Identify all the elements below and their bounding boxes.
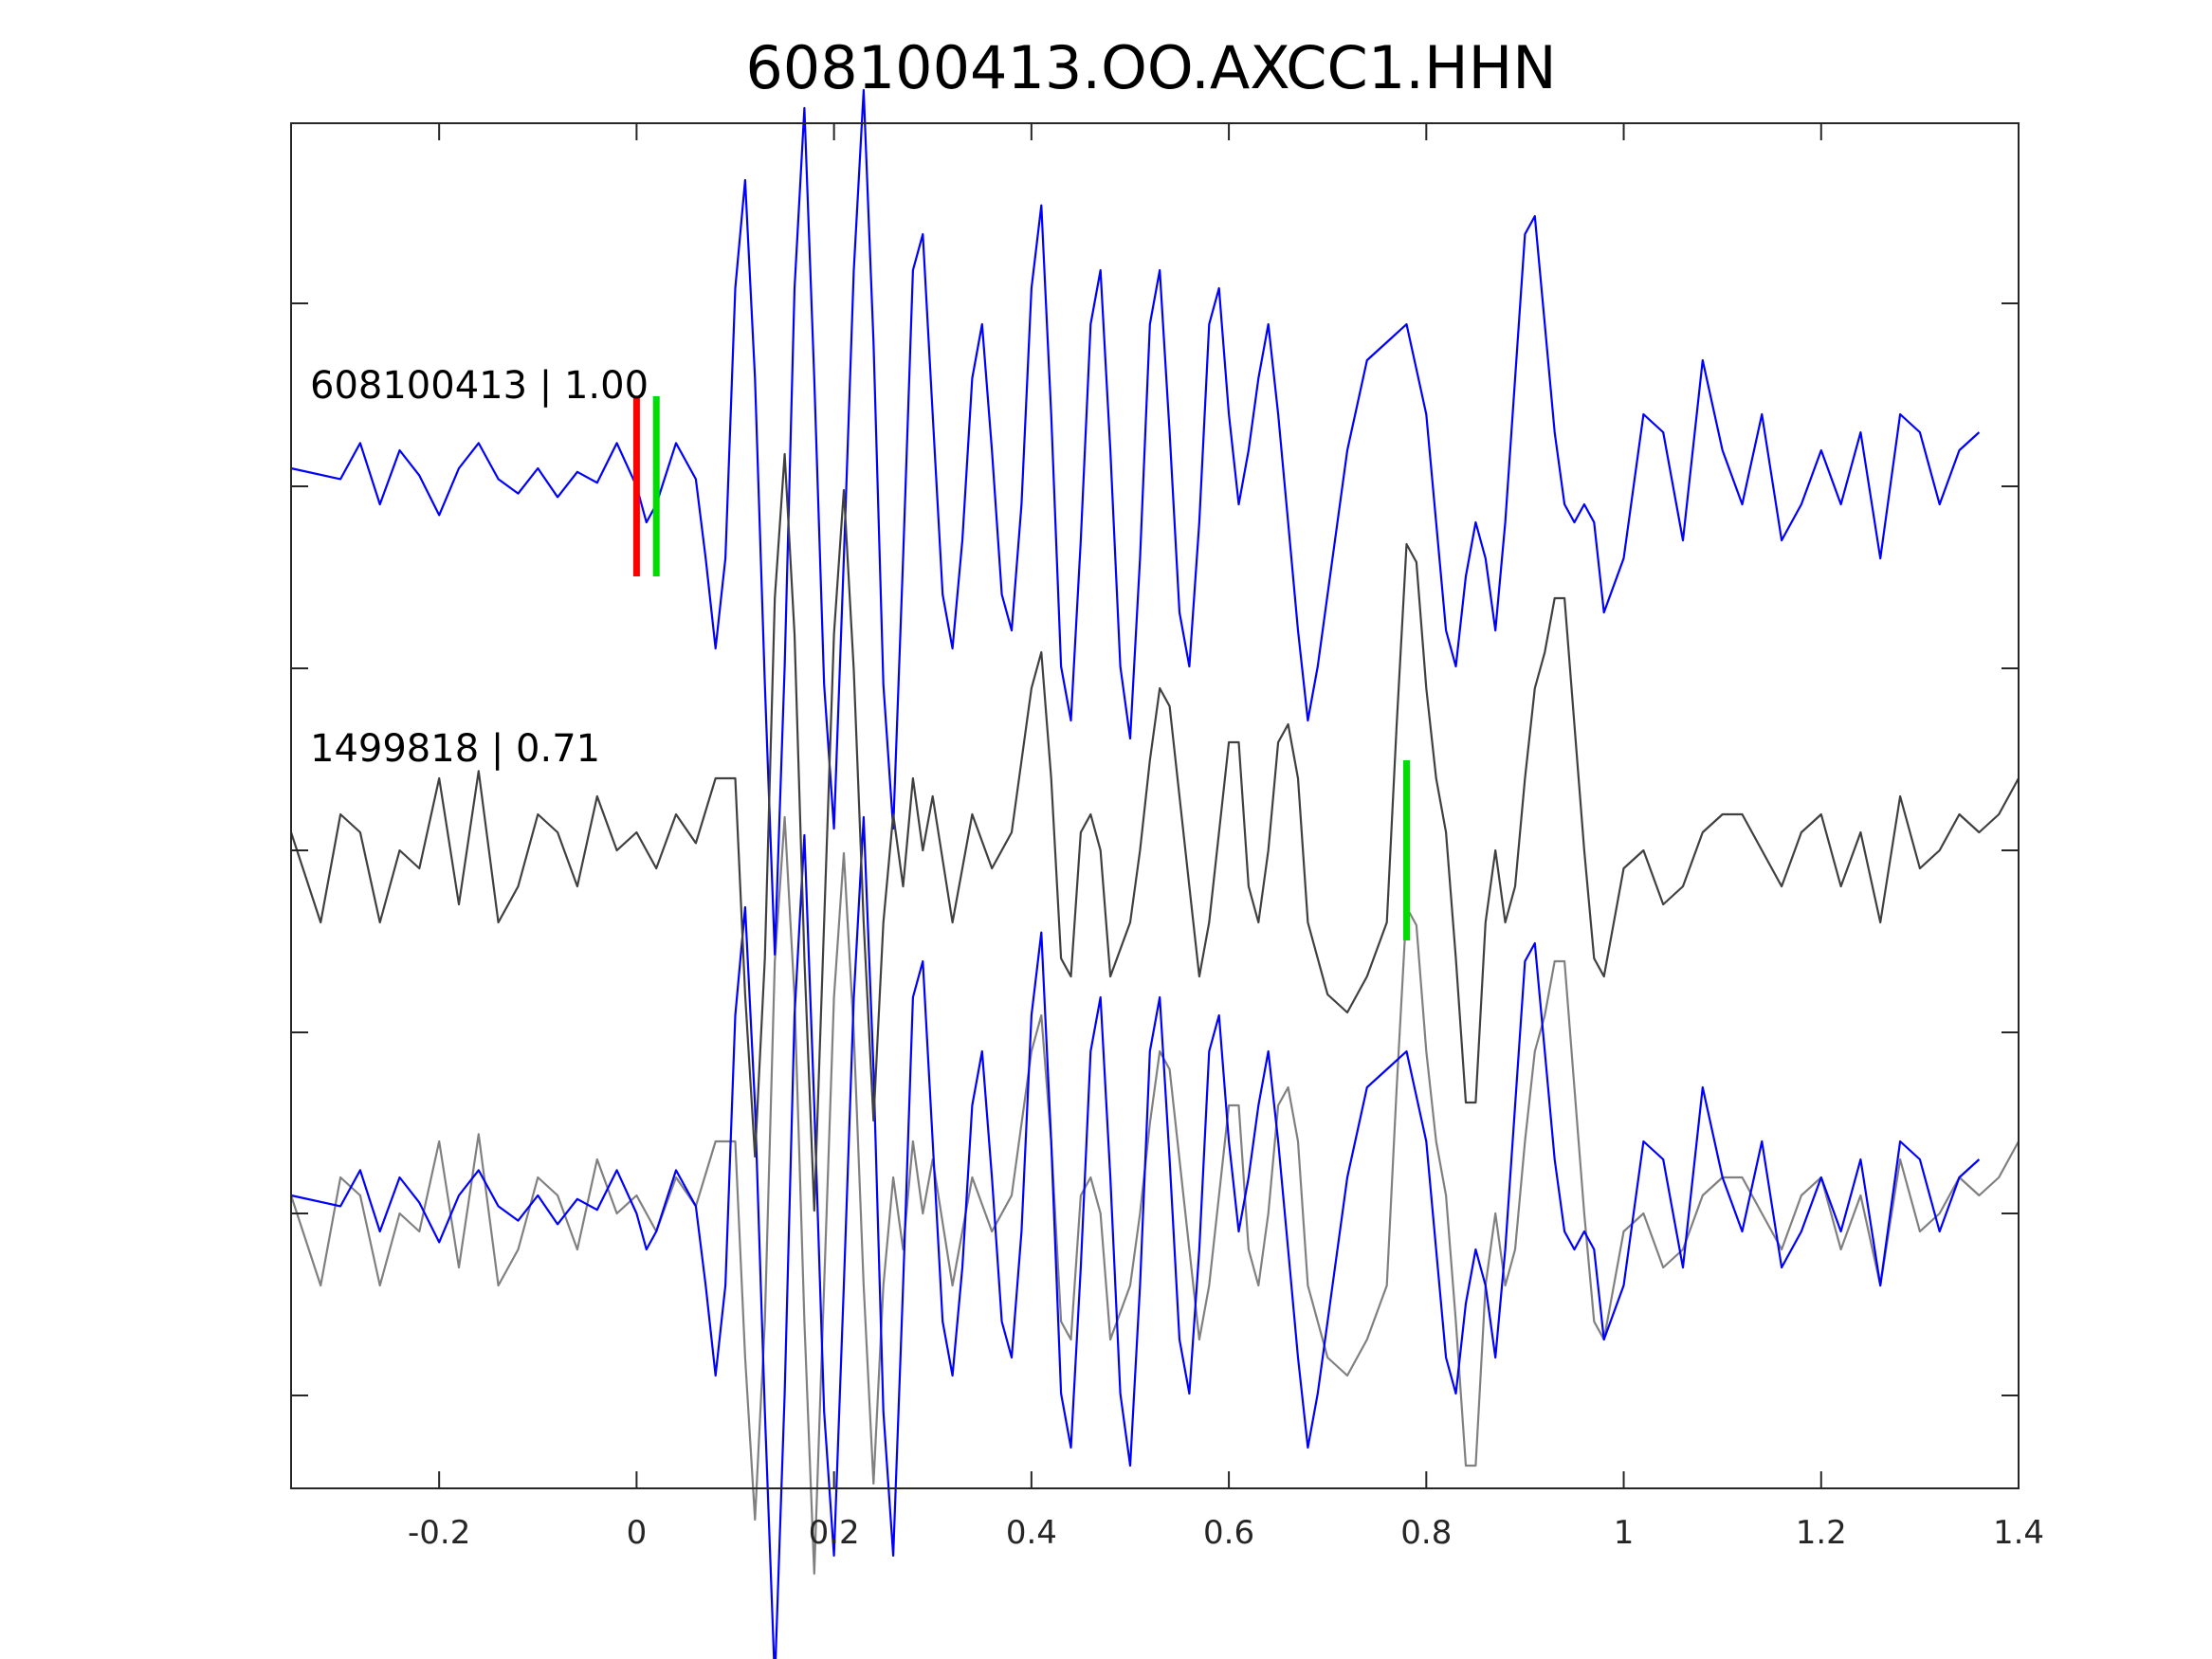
x-tick-label: 0.6 bbox=[1203, 1514, 1254, 1552]
plot-area: 608100413 | 1.00 1499818 | 0.71 bbox=[289, 88, 2020, 1659]
axes: -0.2 0 0.2 0.4 0.6 0.8 1 1.2 1.4 bbox=[290, 122, 2044, 1552]
trace-label-2: 1499818 | 0.71 bbox=[310, 727, 600, 771]
x-tick-label: 0 bbox=[627, 1514, 648, 1552]
trace-label-1: 608100413 | 1.00 bbox=[310, 364, 649, 408]
x-tick-label: -0.2 bbox=[408, 1514, 470, 1552]
axes-frame bbox=[290, 122, 2020, 1489]
x-tick-label: 0.8 bbox=[1400, 1514, 1452, 1552]
chart-title: 608100413.OO.AXCC1.HHN bbox=[745, 33, 1556, 102]
x-tick-label: 0.2 bbox=[809, 1514, 860, 1552]
x-tick-label: 0.4 bbox=[1006, 1514, 1057, 1552]
x-tick-label: 1 bbox=[1614, 1514, 1635, 1552]
template-series-line bbox=[290, 88, 1981, 957]
x-tick-label: 1.2 bbox=[1796, 1514, 1847, 1552]
x-tick-label: 1.4 bbox=[1993, 1514, 2044, 1552]
overlay-template-series-line bbox=[290, 815, 1981, 1659]
detection-series-line bbox=[289, 452, 2020, 1212]
